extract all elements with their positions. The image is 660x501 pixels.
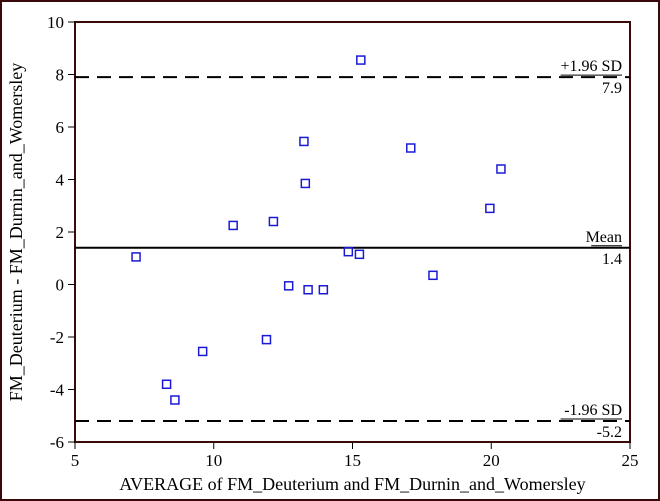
bland-altman-chart: 5 10 15 20 25 -6 -4 -2 0 2 4 6 8 10 AVERAGE of FM_Deut… — [0, 0, 660, 501]
y-tick-label: -2 — [50, 328, 64, 347]
y-tick-label: 2 — [56, 223, 65, 242]
x-tick-label: 10 — [205, 451, 222, 470]
ref-line-label-bottom: -5.2 — [597, 424, 622, 441]
y-tick-label: 6 — [56, 118, 65, 137]
y-tick-label: -4 — [50, 381, 65, 400]
ref-line-label-top: -1.96 SD — [564, 402, 622, 419]
y-tick-label: 8 — [56, 66, 65, 85]
ref-line-label-bottom: 1.4 — [602, 251, 622, 268]
x-axis-label: AVERAGE of FM_Deuterium and FM_Durnin_an… — [119, 474, 585, 494]
x-tick-label: 25 — [622, 451, 639, 470]
chart-svg: 5 10 15 20 25 -6 -4 -2 0 2 4 6 8 10 AVERAGE of FM_Deut… — [0, 0, 660, 501]
x-tick-label: 20 — [483, 451, 500, 470]
y-axis-label: FM_Deuterium - FM_Durnin_and_Womersley — [6, 63, 26, 402]
y-tick-label: -6 — [50, 433, 64, 452]
y-tick-label: 10 — [47, 13, 64, 32]
ref-line-label-top: Mean — [586, 229, 622, 246]
y-tick-label: 0 — [56, 276, 65, 295]
ref-line-label-bottom: 7.9 — [602, 80, 622, 97]
x-tick-label: 5 — [71, 451, 80, 470]
x-tick-label: 15 — [344, 451, 361, 470]
y-tick-label: 4 — [56, 171, 65, 190]
ref-line-label-top: +1.96 SD — [561, 58, 622, 75]
